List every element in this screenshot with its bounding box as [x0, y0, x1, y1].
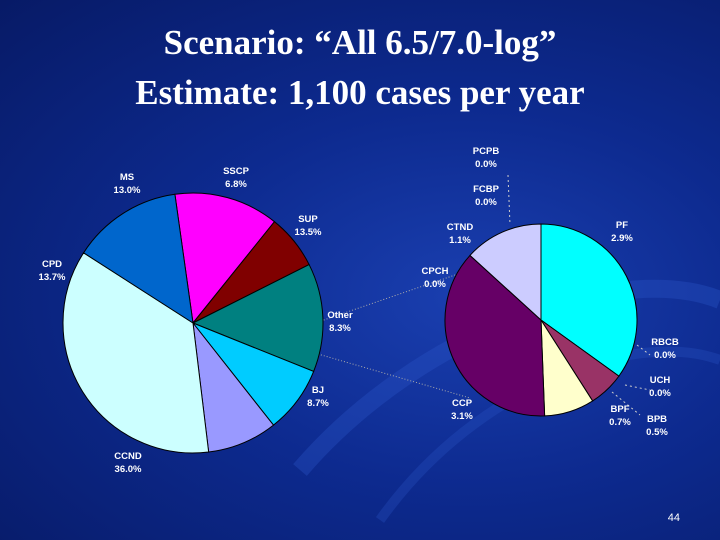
secondary-pie-label-ctnd: CTND 1.1%: [447, 222, 474, 246]
main-pie-slice-sup: [191, 263, 324, 373]
connector-line-top: [317, 274, 456, 323]
main-pie-slice-cpd: [82, 193, 194, 325]
secondary-pie-label-fcbp: FCBP 0.0%: [473, 184, 500, 208]
secondary-pie: [444, 223, 638, 417]
dashed-line-pcpb: [507, 174, 511, 226]
main-pie-label-sscp: SSCP 6.8%: [223, 166, 250, 190]
dashed-line-rbcb: [636, 344, 651, 356]
main-pie-slice-ccnd: [62, 252, 210, 454]
dashed-line-bpb: [611, 391, 641, 416]
main-pie: [62, 192, 324, 454]
secondary-pie-slice-ctnd: [469, 223, 542, 322]
secondary-pie-slice-ccp: [444, 254, 546, 417]
secondary-pie-label-uch: UCH 0.0%: [649, 375, 671, 399]
main-pie-label-bj: BJ 8.7%: [307, 385, 329, 409]
main-pie-slice-ms: [174, 192, 276, 325]
secondary-pie-label-ccp: CCP 3.1%: [451, 398, 473, 422]
secondary-pie-label-cpch: CPCH 0.0%: [422, 266, 449, 290]
secondary-pie-label-rbcb: RBCB 0.0%: [651, 337, 679, 361]
slide-title-line1: Scenario: “All 6.5/7.0-log”: [163, 23, 557, 62]
secondary-pie-label-pf: PF 2.9%: [611, 220, 633, 244]
secondary-pie-label-bpb: BPB 0.5%: [646, 414, 668, 438]
main-pie-label-ccnd: CCND 36.0%: [114, 451, 142, 475]
page-number: 44: [667, 512, 680, 524]
dashed-line-uch: [624, 384, 651, 391]
slice-labels: MS 13.0% SSCP 6.8% SUP 13.5% Other 8.3% BJ 8.7% CC…: [39, 146, 679, 475]
main-pie-label-ms: MS 13.0%: [114, 172, 141, 196]
main-pie-label-cpd: CPD 13.7%: [39, 259, 66, 283]
main-pie-label-sup: SUP 13.5%: [295, 214, 322, 238]
slide-title-line2: Estimate: 1,100 cases per year: [135, 73, 585, 112]
secondary-pie-slice-pf: [540, 223, 638, 377]
secondary-pie-label-bpf: BPF 0.7%: [609, 404, 631, 428]
connector-line-bottom: [317, 353, 471, 399]
secondary-pie-label-pcpb: PCPB 0.0%: [473, 146, 500, 170]
main-pie-label-other: Other 8.3%: [327, 310, 353, 334]
